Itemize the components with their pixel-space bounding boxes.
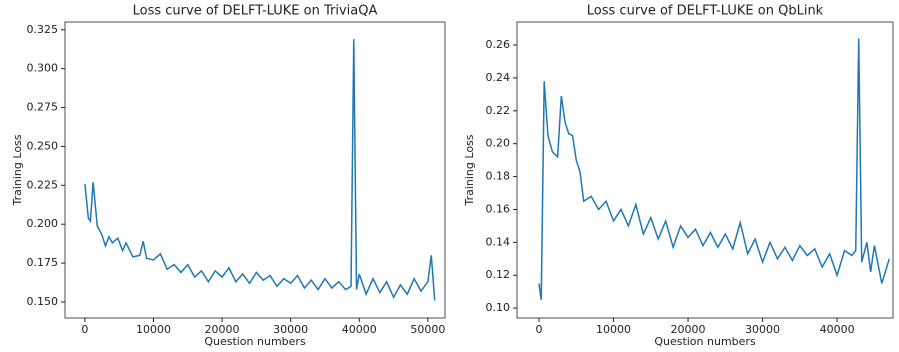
- x-axis-label: Question numbers: [204, 335, 306, 348]
- chart-title: Loss curve of DELFT-LUKE on QbLink: [587, 4, 824, 19]
- x-tick-label: 30000: [273, 323, 308, 336]
- x-tick-label: 10000: [596, 323, 631, 336]
- y-tick-label: 0.150: [27, 295, 59, 308]
- y-tick-label: 0.175: [27, 256, 59, 269]
- y-tick-label: 0.26: [486, 38, 511, 51]
- x-tick-label: 40000: [342, 323, 377, 336]
- y-tick-label: 0.16: [486, 202, 511, 215]
- loss-line: [538, 38, 890, 301]
- plot-frame: [516, 21, 894, 319]
- x-tick-label: 30000: [745, 323, 780, 336]
- y-tick-label: 0.12: [486, 268, 511, 281]
- x-tick-label: 20000: [205, 323, 240, 336]
- x-axis-label: Question numbers: [654, 335, 756, 348]
- y-tick-label: 0.325: [27, 23, 59, 36]
- x-tick-label: 50000: [410, 323, 445, 336]
- y-axis-label: Training Loss: [11, 134, 24, 206]
- y-tick-label: 0.14: [486, 235, 511, 248]
- y-tick-label: 0.250: [27, 139, 59, 152]
- y-axis-label: Training Loss: [463, 134, 476, 206]
- chart-title: Loss curve of DELFT-LUKE on TriviaQA: [133, 4, 378, 19]
- x-tick-label: 0: [535, 323, 542, 336]
- x-tick-label: 40000: [820, 323, 855, 336]
- x-tick-label: 0: [81, 323, 88, 336]
- loss-line: [84, 39, 436, 301]
- y-tick-label: 0.225: [27, 178, 59, 191]
- y-tick-label: 0.20: [486, 137, 511, 150]
- y-tick-label: 0.24: [486, 71, 511, 84]
- y-tick-label: 0.10: [486, 301, 511, 314]
- x-tick-label: 20000: [671, 323, 706, 336]
- y-tick-label: 0.200: [27, 217, 59, 230]
- plot-frame: [64, 21, 446, 319]
- y-tick-label: 0.275: [27, 101, 59, 114]
- x-tick-label: 10000: [136, 323, 171, 336]
- y-tick-label: 0.300: [27, 62, 59, 75]
- y-tick-label: 0.22: [486, 104, 511, 117]
- y-tick-label: 0.18: [486, 170, 511, 183]
